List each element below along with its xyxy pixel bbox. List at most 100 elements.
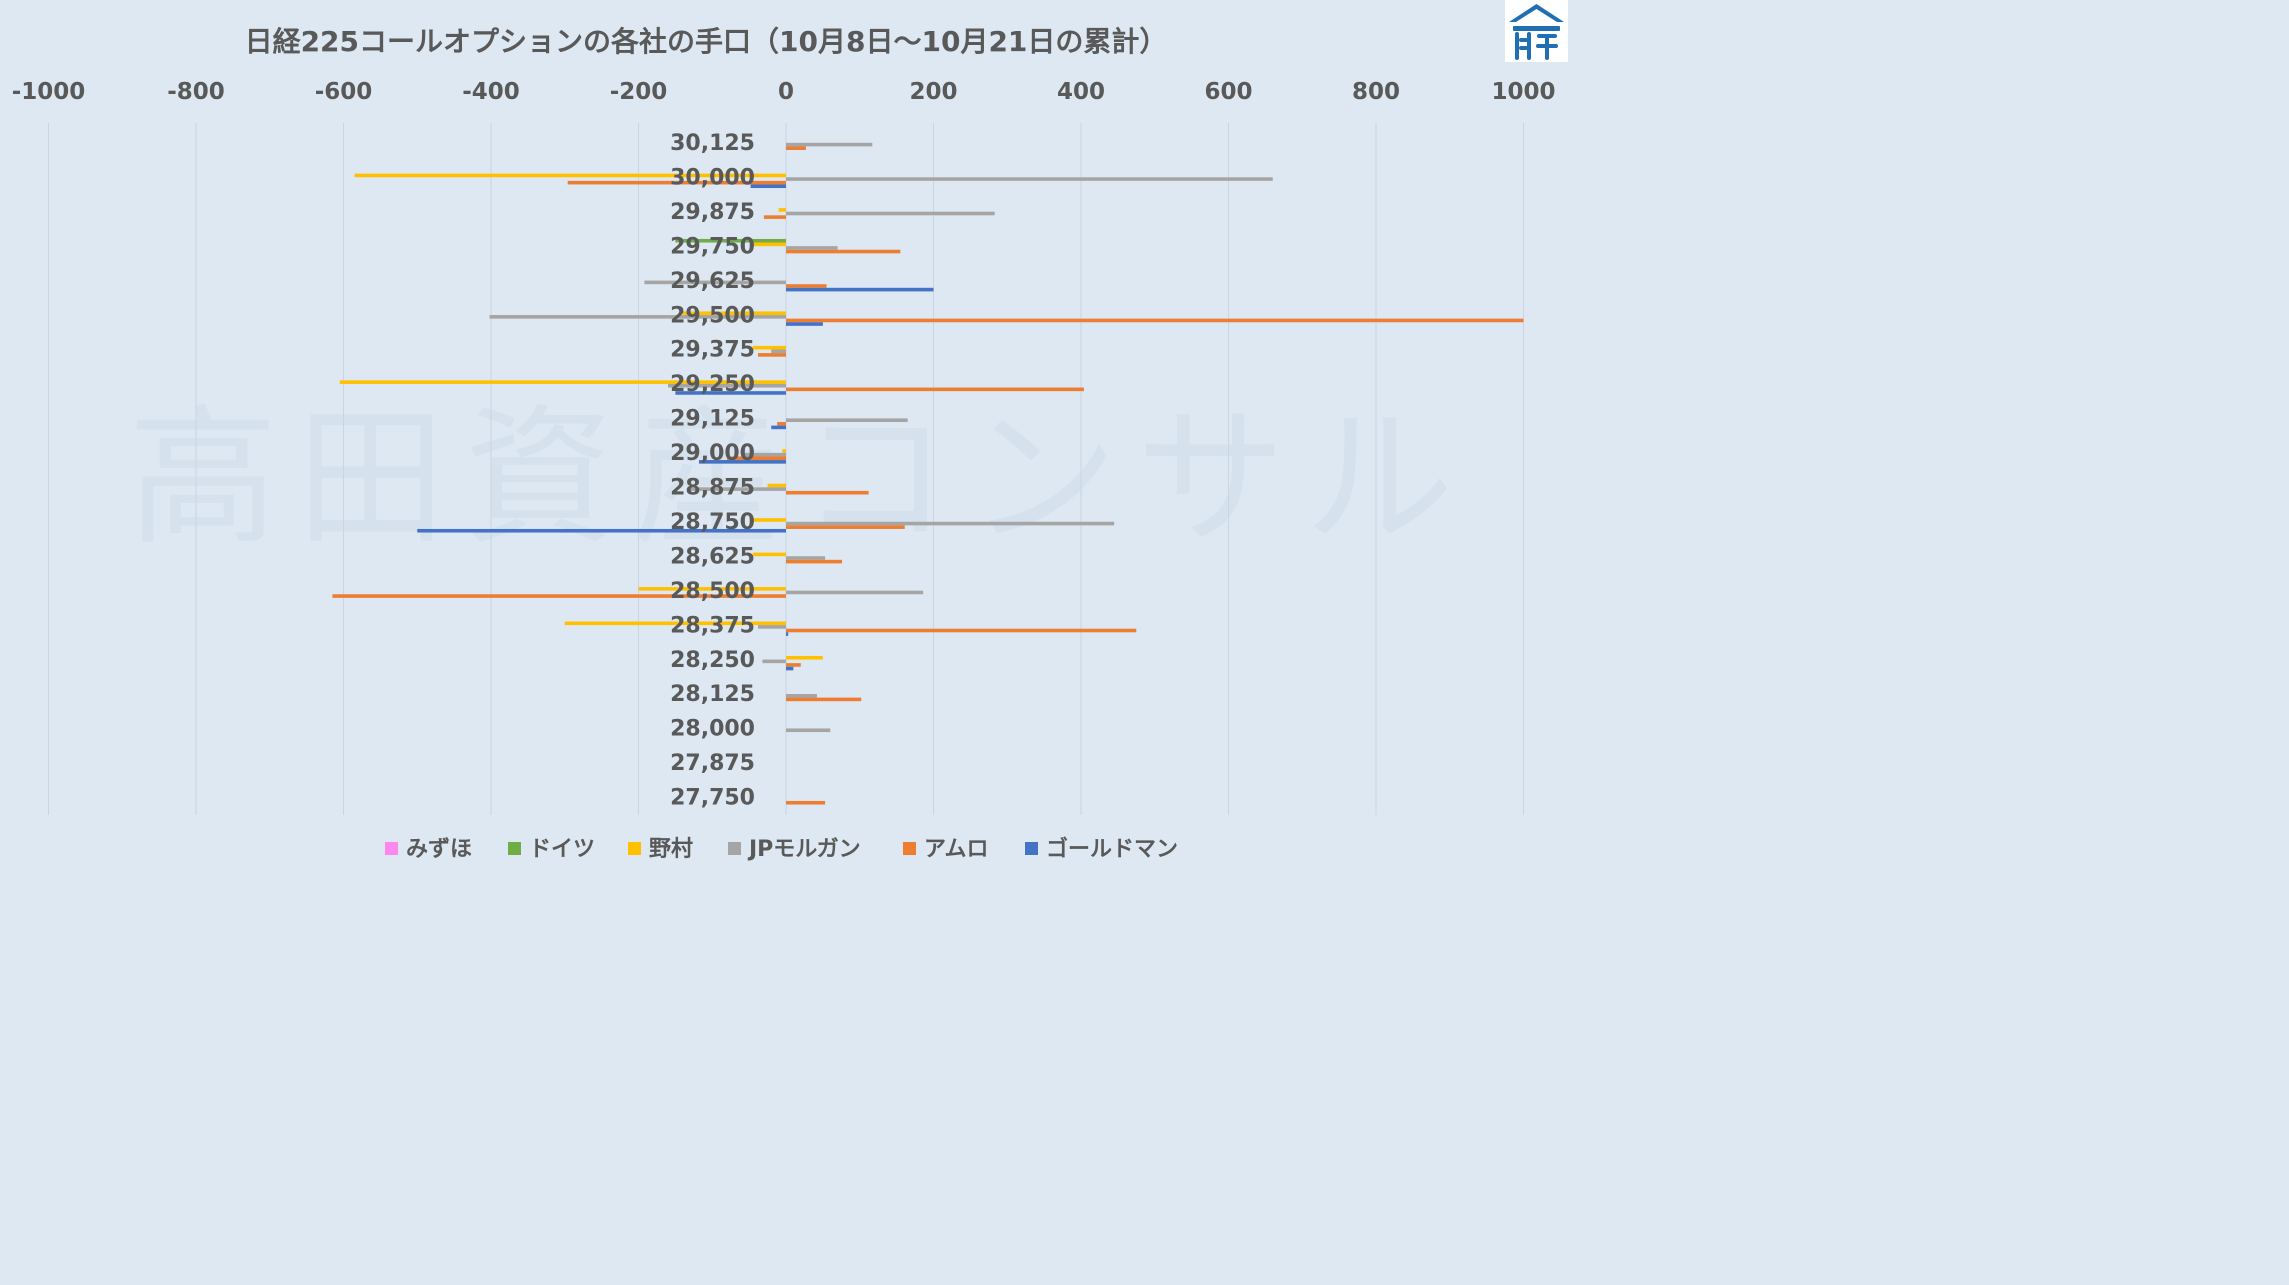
x-tick-label: 800 (1352, 79, 1400, 105)
x-tick-label: -1000 (12, 79, 86, 105)
bar (786, 287, 934, 292)
category-label: 29,500 (670, 303, 755, 328)
bar (786, 246, 838, 250)
legend-item[interactable]: みずほ (385, 837, 472, 862)
bar (786, 800, 826, 805)
bar (644, 280, 786, 285)
bars (332, 142, 1524, 805)
x-tick-labels: -1000 -800 -600 -400 -200 0 200 400 600 800 1000 (12, 79, 1556, 105)
bar (786, 628, 1137, 633)
bar (786, 590, 924, 595)
x-tick-label: -800 (167, 79, 225, 105)
category-label: 28,875 (670, 476, 755, 501)
bar (786, 655, 823, 660)
category-label: 28,625 (670, 544, 755, 569)
bar (786, 177, 1273, 181)
gridlines (48, 123, 1524, 815)
bar (786, 322, 823, 326)
bar (786, 694, 817, 698)
chart-svg: 高田資産コンサル 30,125 30,000 29,875 29,750 29,625 2… (12, 25, 1556, 862)
bar (354, 173, 786, 178)
legend-swatch (903, 842, 916, 855)
bar (786, 521, 1115, 526)
category-label: 29,750 (670, 234, 755, 259)
bar (786, 559, 843, 564)
bar (752, 242, 786, 247)
legend-label: 野村 (649, 837, 693, 862)
legend-swatch (508, 842, 521, 855)
legend-swatch (628, 842, 641, 855)
legend-label: みずほ (406, 837, 472, 862)
bar (771, 349, 786, 354)
legend-item[interactable]: ゴールドマン (1025, 836, 1178, 862)
category-label: 29,000 (670, 441, 755, 466)
category-label: 29,625 (670, 269, 755, 294)
bar (752, 518, 786, 522)
bar (690, 487, 786, 491)
category-label: 30,125 (670, 131, 755, 156)
legend-item[interactable]: 野村 (628, 837, 693, 862)
legend-label: JPモルガン (747, 837, 861, 862)
bar (638, 587, 786, 591)
x-tick-label: 400 (1057, 79, 1105, 105)
bar (786, 142, 873, 147)
category-label: 28,000 (670, 717, 755, 742)
category-label: 28,125 (670, 682, 755, 707)
bar (767, 483, 786, 488)
legend-item[interactable]: アムロ (903, 837, 988, 862)
x-tick-label: 1000 (1491, 79, 1555, 105)
category-label: 28,500 (670, 579, 755, 604)
category-label: 28,250 (670, 648, 755, 673)
bar (786, 284, 827, 288)
category-label: 29,250 (670, 372, 755, 397)
legend-label: ドイツ (529, 837, 595, 862)
bar (741, 452, 786, 457)
bar (339, 380, 786, 384)
x-tick-label: 0 (778, 79, 794, 105)
legend[interactable]: みずほ ドイツ 野村 JPモルガン アムロ ゴールドマン (385, 836, 1178, 862)
bar (682, 311, 786, 316)
x-tick-label: 200 (909, 79, 957, 105)
x-tick-label: 600 (1204, 79, 1252, 105)
bar (786, 490, 869, 495)
watermark-text: 高田資産コンサル (128, 392, 1472, 566)
bar (786, 146, 806, 150)
legend-swatch (728, 842, 741, 855)
x-tick-label: -200 (610, 79, 668, 105)
bar (762, 659, 786, 664)
bar (489, 315, 786, 319)
bar (777, 422, 786, 426)
bar (675, 238, 786, 243)
chart-root: 高田資産コンサル 30,125 30,000 29,875 29,750 29,625 2… (0, 0, 1568, 880)
category-label: 27,750 (670, 786, 755, 811)
bar (786, 632, 789, 636)
takada-logo-icon (1505, 0, 1568, 62)
legend-label: ゴールドマン (1046, 836, 1178, 862)
bar (786, 666, 794, 671)
category-labels: 30,125 30,000 29,875 29,750 29,625 29,500 29,3… (670, 131, 755, 811)
chart-title: 日経225コールオプションの各社の手口（10月8日～10月21日の累計） (245, 25, 1168, 58)
bar (786, 663, 801, 667)
category-label: 27,875 (670, 751, 755, 776)
legend-swatch (1025, 842, 1038, 855)
legend-label: アムロ (924, 837, 988, 862)
bar (786, 318, 1524, 323)
bar (786, 211, 995, 216)
bar (786, 728, 831, 733)
bar (564, 621, 786, 626)
bar (786, 697, 862, 702)
bar (332, 594, 786, 598)
bar (786, 249, 901, 254)
bar (750, 184, 786, 189)
legend-item[interactable]: JPモルガン (728, 837, 861, 862)
bar (786, 525, 905, 529)
bar (757, 625, 786, 629)
category-label: 29,875 (670, 200, 755, 225)
bar (567, 180, 786, 185)
bar (786, 387, 1084, 392)
bar (668, 383, 786, 388)
bar (698, 460, 786, 464)
legend-item[interactable]: ドイツ (508, 837, 595, 862)
bar (417, 528, 786, 533)
bar (675, 391, 786, 395)
